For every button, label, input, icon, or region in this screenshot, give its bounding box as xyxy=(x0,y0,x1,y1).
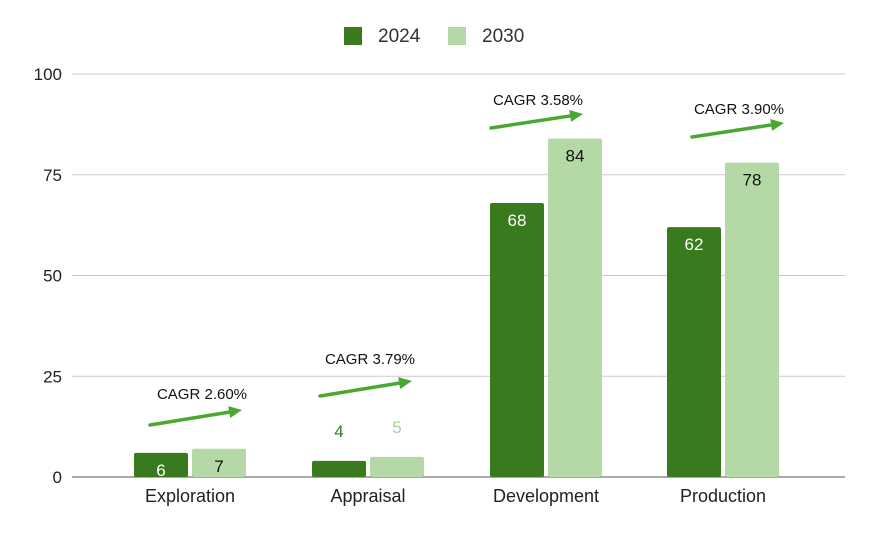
x-tick-label: Exploration xyxy=(145,486,235,506)
legend-swatch-2030 xyxy=(448,27,466,45)
cagr-arrow xyxy=(690,123,773,139)
legend-label-2024: 2024 xyxy=(378,26,421,47)
cagr-arrow-head xyxy=(228,406,242,419)
cagr-arrow-head xyxy=(398,377,412,390)
cagr-arrow xyxy=(318,381,401,398)
value-label: 5 xyxy=(392,418,401,437)
bar-production-2030 xyxy=(725,162,779,477)
cagr-label: CAGR 3.79% xyxy=(325,351,415,368)
legend: 2024 2030 xyxy=(344,26,524,47)
y-tick-label: 100 xyxy=(34,65,62,84)
value-label: 84 xyxy=(566,146,585,165)
legend-label-2030: 2030 xyxy=(482,26,524,47)
bar-exploration-2030 xyxy=(192,448,246,477)
cagr-arrow-head xyxy=(569,110,583,122)
value-label: 6 xyxy=(156,461,165,480)
value-label: 68 xyxy=(508,211,527,230)
annotations: CAGR 2.60% CAGR 3.79% CAGR 3.58% CAGR 3.90% xyxy=(148,92,784,427)
cagr-label: CAGR 2.60% xyxy=(157,386,247,403)
x-tick-label: Development xyxy=(493,486,599,506)
cagr-arrow xyxy=(148,410,231,427)
bars xyxy=(134,138,779,478)
bar-development-2024 xyxy=(490,202,544,477)
y-tick-label: 75 xyxy=(43,166,62,185)
x-tick-label: Appraisal xyxy=(330,486,405,506)
legend-swatch-2024 xyxy=(344,27,362,45)
bar-appraisal-2030 xyxy=(370,456,424,477)
bar-production-2024 xyxy=(667,227,721,477)
x-tick-label: Production xyxy=(680,486,766,506)
x-axis: Exploration Appraisal Development Productio… xyxy=(145,486,766,506)
bar-exploration-2024 xyxy=(134,452,188,477)
y-axis: 0 25 50 75 100 xyxy=(34,65,62,487)
value-labels: 6 7 4 5 68 84 62 78 xyxy=(156,146,761,479)
cagr-arrow-head xyxy=(770,119,784,131)
y-tick-label: 25 xyxy=(43,367,62,386)
value-label: 4 xyxy=(334,422,343,441)
value-label: 62 xyxy=(685,235,704,254)
cagr-label: CAGR 3.90% xyxy=(694,101,784,118)
cagr-label: CAGR 3.58% xyxy=(493,92,583,109)
value-label: 7 xyxy=(214,457,223,476)
y-tick-label: 50 xyxy=(43,267,62,286)
bar-appraisal-2024 xyxy=(312,460,366,477)
value-label: 78 xyxy=(743,171,762,190)
y-tick-label: 0 xyxy=(53,468,62,487)
bar-development-2030 xyxy=(548,138,602,478)
cagr-arrow xyxy=(489,114,572,130)
